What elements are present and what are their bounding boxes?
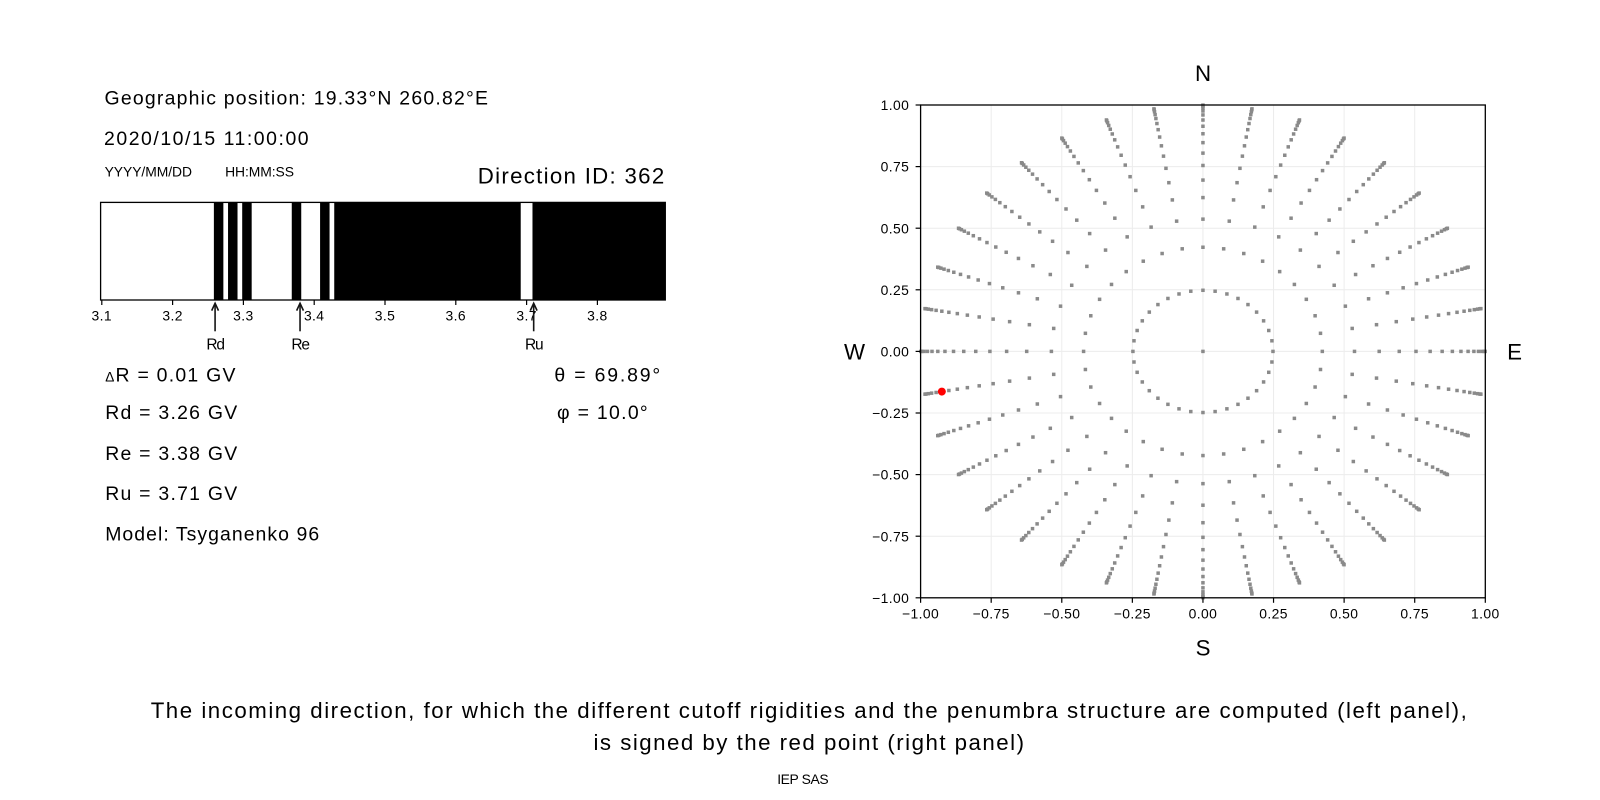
svg-text:Ru: Ru [525,336,543,353]
svg-text:Rd: Rd [206,336,224,353]
svg-text:1.00: 1.00 [881,97,910,113]
svg-text:0.00: 0.00 [1189,605,1218,621]
svg-text:−1.00: −1.00 [902,605,939,621]
svg-text:Re = 3.38 GV: Re = 3.38 GV [105,443,238,465]
svg-text:−0.25: −0.25 [1114,605,1151,621]
svg-text:ΔR = 0.01 GV: ΔR = 0.01 GV [105,365,237,387]
svg-text:3.8: 3.8 [587,307,608,323]
svg-text:Geographic position: 19.33°N 2: Geographic position: 19.33°N 260.82°E [105,88,490,110]
svg-text:0.75: 0.75 [881,159,910,175]
svg-text:Rd = 3.26 GV: Rd = 3.26 GV [105,402,238,424]
svg-text:E: E [1507,340,1522,365]
svg-text:Ru = 3.71 GV: Ru = 3.71 GV [105,483,238,505]
svg-text:3.2: 3.2 [162,307,183,323]
svg-text:The incoming direction, for wh: The incoming direction, for which the di… [151,698,1469,723]
svg-text:0.25: 0.25 [881,282,910,298]
svg-text:0.25: 0.25 [1259,605,1288,621]
svg-text:YYYY/MM/DD: YYYY/MM/DD [105,163,192,179]
svg-text:−0.50: −0.50 [1043,605,1080,621]
svg-text:3.5: 3.5 [375,307,396,323]
svg-text:0.50: 0.50 [1330,605,1359,621]
svg-text:−0.25: −0.25 [872,405,909,421]
svg-text:Direction ID: 362: Direction ID: 362 [478,164,666,189]
svg-text:1.00: 1.00 [1471,605,1500,621]
svg-text:−0.75: −0.75 [872,528,909,544]
svg-text:N: N [1195,61,1211,86]
svg-text:is signed by the red point (ri: is signed by the red point (right panel) [593,730,1025,755]
svg-text:3.6: 3.6 [446,307,467,323]
svg-text:−0.50: −0.50 [872,467,909,483]
svg-text:S: S [1196,636,1211,661]
svg-text:θ = 69.89°: θ = 69.89° [554,365,662,387]
svg-text:HH:MM:SS: HH:MM:SS [225,163,294,179]
svg-text:φ = 10.0°: φ = 10.0° [557,402,649,424]
svg-text:Re: Re [291,336,309,353]
svg-text:3.1: 3.1 [92,307,113,323]
svg-text:0.75: 0.75 [1400,605,1429,621]
svg-text:−1.00: −1.00 [872,590,909,606]
svg-text:Model: Tsyganenko 96: Model: Tsyganenko 96 [105,524,320,546]
svg-text:W: W [844,340,865,365]
svg-text:−0.75: −0.75 [973,605,1010,621]
svg-text:3.3: 3.3 [233,307,254,323]
svg-text:IEP SAS: IEP SAS [777,771,828,787]
svg-text:0.00: 0.00 [881,344,910,360]
svg-text:2020/10/15 11:00:00: 2020/10/15 11:00:00 [104,128,310,150]
svg-text:3.7: 3.7 [516,307,537,323]
svg-text:3.4: 3.4 [304,307,325,323]
svg-text:0.50: 0.50 [881,220,910,236]
